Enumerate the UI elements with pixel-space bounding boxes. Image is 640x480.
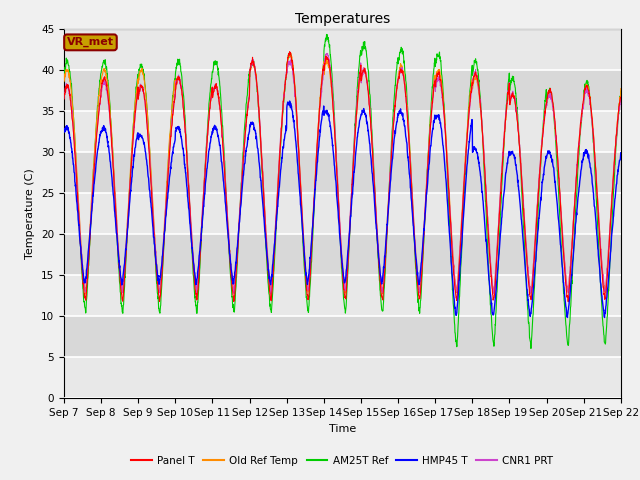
Bar [64, 29, 621, 70]
Bar [64, 152, 621, 193]
Y-axis label: Temperature (C): Temperature (C) [26, 168, 35, 259]
Title: Temperatures: Temperatures [295, 12, 390, 26]
Bar [64, 275, 621, 316]
Bar [64, 193, 621, 234]
Bar [64, 111, 621, 152]
Bar [64, 357, 621, 398]
Legend: Panel T, Old Ref Temp, AM25T Ref, HMP45 T, CNR1 PRT: Panel T, Old Ref Temp, AM25T Ref, HMP45 … [127, 452, 557, 470]
X-axis label: Time: Time [329, 424, 356, 433]
Bar [64, 316, 621, 357]
Text: VR_met: VR_met [67, 37, 114, 48]
Bar [64, 234, 621, 275]
Bar [64, 70, 621, 111]
